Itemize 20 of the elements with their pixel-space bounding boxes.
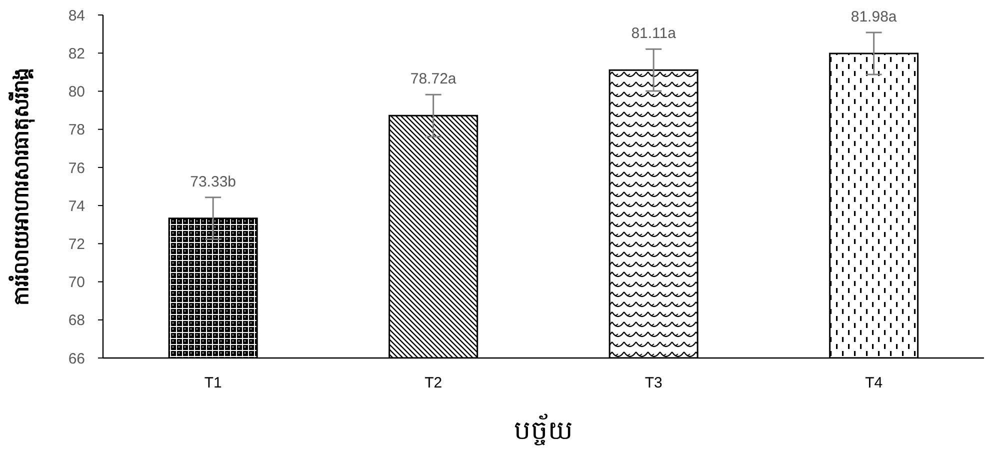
y-tick-label: 82 [68, 45, 85, 62]
data-label: 81.11a [631, 24, 677, 42]
x-tick-label: T3 [644, 374, 662, 392]
y-tick-label: 72 [68, 236, 85, 253]
y-tick-label: 78 [68, 122, 85, 139]
data-label: 78.72a [410, 70, 457, 88]
y-tick-label: 80 [68, 84, 85, 101]
y-tick-label: 74 [68, 198, 85, 215]
x-tick-label: T2 [424, 374, 442, 392]
y-tick-label: 66 [68, 350, 85, 368]
x-axis-title: បច្ច័យ [514, 413, 573, 446]
x-tick-label: T1 [204, 374, 222, 392]
y-tick-label: 76 [68, 160, 85, 177]
y-axis-title: ការរំលាយអាហារសារធាតុសរីរាង្គ [8, 68, 35, 306]
y-tick-label: 68 [68, 312, 85, 330]
y-tick-label: 84 [68, 7, 85, 24]
data-label: 81.98a [850, 8, 898, 26]
data-label: 73.33b [190, 172, 236, 190]
y-tick-label: 70 [68, 274, 85, 292]
x-tick-label: T4 [865, 374, 883, 392]
